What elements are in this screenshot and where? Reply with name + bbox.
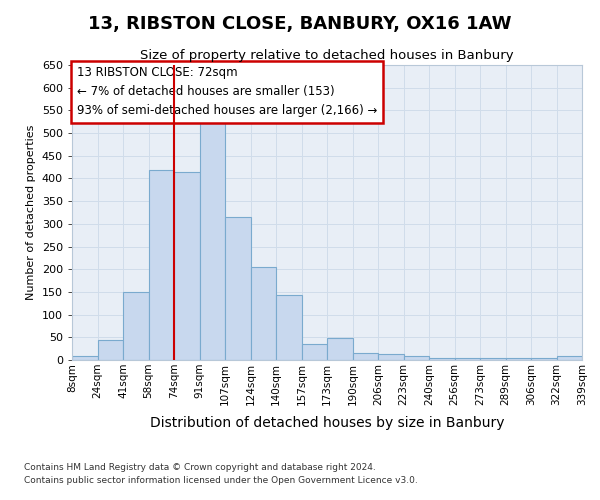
- Title: Size of property relative to detached houses in Banbury: Size of property relative to detached ho…: [140, 50, 514, 62]
- Bar: [72, 356, 97, 360]
- Bar: [557, 356, 582, 360]
- Bar: [276, 295, 302, 360]
- Bar: [225, 217, 251, 360]
- Bar: [149, 170, 174, 360]
- Bar: [480, 358, 505, 360]
- Bar: [505, 358, 531, 360]
- Bar: [123, 292, 149, 360]
- Text: Contains HM Land Registry data © Crown copyright and database right 2024.: Contains HM Land Registry data © Crown c…: [24, 462, 376, 471]
- Bar: [302, 344, 327, 360]
- Text: 13 RIBSTON CLOSE: 72sqm
← 7% of detached houses are smaller (153)
93% of semi-de: 13 RIBSTON CLOSE: 72sqm ← 7% of detached…: [77, 66, 377, 118]
- Text: 13, RIBSTON CLOSE, BANBURY, OX16 1AW: 13, RIBSTON CLOSE, BANBURY, OX16 1AW: [88, 15, 512, 33]
- Bar: [404, 356, 429, 360]
- Bar: [378, 354, 404, 360]
- X-axis label: Distribution of detached houses by size in Banbury: Distribution of detached houses by size …: [150, 416, 504, 430]
- Bar: [174, 172, 199, 360]
- Bar: [97, 340, 123, 360]
- Bar: [353, 352, 378, 360]
- Bar: [455, 358, 480, 360]
- Bar: [199, 120, 225, 360]
- Bar: [531, 358, 557, 360]
- Bar: [327, 338, 353, 360]
- Y-axis label: Number of detached properties: Number of detached properties: [26, 125, 36, 300]
- Bar: [251, 267, 276, 360]
- Text: Contains public sector information licensed under the Open Government Licence v3: Contains public sector information licen…: [24, 476, 418, 485]
- Bar: [429, 358, 455, 360]
